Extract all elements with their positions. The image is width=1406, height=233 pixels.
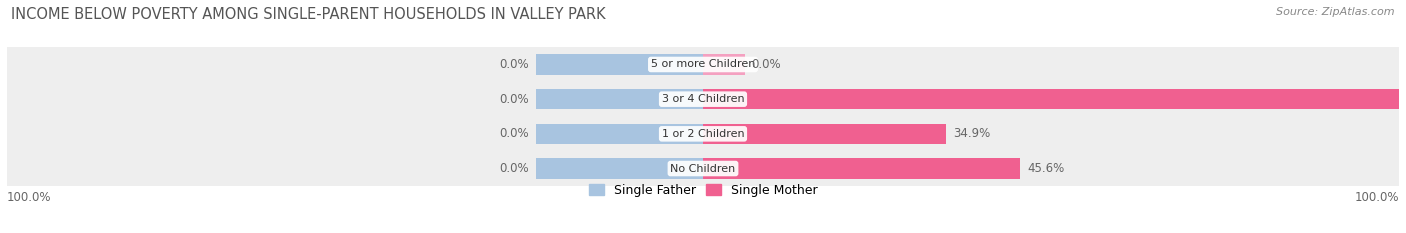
Text: 0.0%: 0.0%: [499, 58, 529, 71]
Text: 100.0%: 100.0%: [1354, 191, 1399, 204]
Bar: [536, 158, 703, 178]
Text: 3 or 4 Children: 3 or 4 Children: [662, 94, 744, 104]
Text: Source: ZipAtlas.com: Source: ZipAtlas.com: [1277, 7, 1395, 17]
Text: 34.9%: 34.9%: [953, 127, 990, 140]
Text: 100.0%: 100.0%: [7, 191, 52, 204]
Bar: [536, 55, 703, 75]
Text: 0.0%: 0.0%: [499, 162, 529, 175]
Bar: [536, 124, 703, 144]
Bar: [536, 89, 703, 109]
Bar: [7, 116, 1399, 151]
Legend: Single Father, Single Mother: Single Father, Single Mother: [589, 184, 817, 197]
Bar: [7, 82, 1399, 116]
Bar: [703, 55, 745, 75]
Text: 5 or more Children: 5 or more Children: [651, 59, 755, 69]
Text: No Children: No Children: [671, 164, 735, 174]
Bar: [7, 47, 1399, 82]
Text: 0.0%: 0.0%: [499, 127, 529, 140]
Text: 1 or 2 Children: 1 or 2 Children: [662, 129, 744, 139]
Text: 45.6%: 45.6%: [1028, 162, 1064, 175]
Bar: [703, 158, 1021, 178]
Text: 0.0%: 0.0%: [499, 93, 529, 106]
Bar: [703, 124, 946, 144]
Bar: [7, 151, 1399, 186]
Text: INCOME BELOW POVERTY AMONG SINGLE-PARENT HOUSEHOLDS IN VALLEY PARK: INCOME BELOW POVERTY AMONG SINGLE-PARENT…: [11, 7, 606, 22]
Text: 0.0%: 0.0%: [752, 58, 782, 71]
Bar: [703, 89, 1399, 109]
